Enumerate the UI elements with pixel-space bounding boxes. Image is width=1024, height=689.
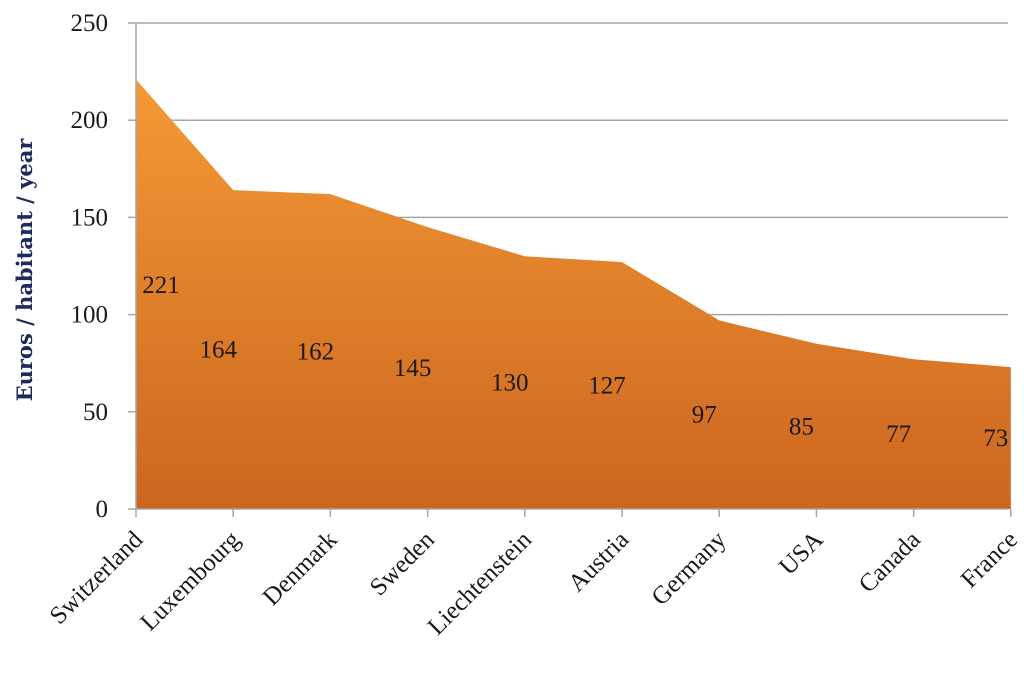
y-tick-label-200: 200 bbox=[71, 107, 109, 134]
y-tick-label-100: 100 bbox=[71, 302, 109, 329]
x-tick-label-austria: Austria bbox=[563, 526, 634, 597]
area-series bbox=[136, 79, 1011, 509]
data-label-denmark: 162 bbox=[297, 339, 335, 366]
x-tick-label-germany: Germany bbox=[647, 526, 732, 611]
y-tick-label-0: 0 bbox=[96, 496, 109, 523]
x-tick-label-luxembourg: Luxembourg bbox=[135, 526, 245, 636]
x-tick-label-liechtenstein: Liechtenstein bbox=[423, 526, 538, 641]
data-label-switzerland: 221 bbox=[142, 272, 180, 299]
area-fill bbox=[136, 79, 1011, 509]
x-tick-label-switzerland: Switzerland bbox=[45, 526, 149, 630]
data-labels: 221 164 162 145 130 127 97 85 77 73 bbox=[142, 272, 1008, 452]
data-label-canada: 77 bbox=[886, 421, 911, 448]
x-tick-label-denmark: Denmark bbox=[258, 526, 343, 611]
x-tick-label-sweden: Sweden bbox=[365, 526, 440, 601]
data-label-germany: 97 bbox=[692, 402, 717, 429]
data-label-austria: 127 bbox=[588, 373, 626, 400]
axes bbox=[135, 23, 1008, 510]
data-label-france: 73 bbox=[983, 425, 1008, 452]
x-tick-label-usa: USA bbox=[774, 526, 828, 580]
data-label-usa: 85 bbox=[789, 413, 814, 440]
data-label-luxembourg: 164 bbox=[199, 337, 237, 364]
data-label-liechtenstein: 130 bbox=[491, 370, 529, 397]
y-tick-label-50: 50 bbox=[83, 399, 108, 426]
x-tick-label-canada: Canada bbox=[854, 526, 926, 598]
y-axis-ticks: 0 50 100 150 200 250 bbox=[71, 10, 136, 523]
y-tick-label-250: 250 bbox=[71, 10, 109, 37]
y-axis-title: Euros / habitant / year bbox=[12, 138, 37, 402]
data-label-sweden: 145 bbox=[394, 355, 432, 382]
x-tick-label-france: France bbox=[956, 526, 1023, 593]
y-tick-label-150: 150 bbox=[71, 204, 109, 231]
